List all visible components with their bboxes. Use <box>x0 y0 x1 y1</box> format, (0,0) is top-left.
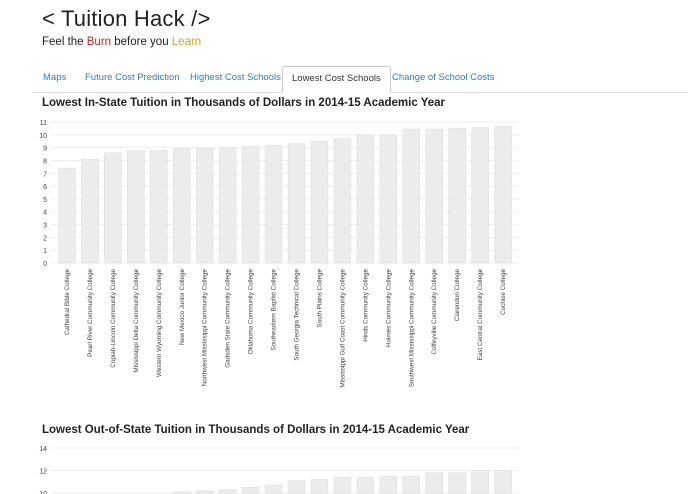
bar[interactable] <box>425 128 443 264</box>
y-tick-label: 6 <box>43 184 47 191</box>
y-tick-label: 9 <box>43 146 47 153</box>
y-tick-label: 8 <box>43 158 47 165</box>
x-tick-label: Cochise College <box>500 269 507 315</box>
x-tick-label: Southwest Mississippi Community College <box>408 269 415 388</box>
x-tick-label: Copiah-Lincoln Community College <box>110 269 117 368</box>
tab-lowest-cost-schools[interactable]: Lowest Cost Schools <box>282 66 391 93</box>
y-tick-label: 3 <box>43 223 47 230</box>
x-tick-label: Southeastern Baptist College <box>271 269 278 351</box>
y-tick-label: 1 <box>43 248 47 255</box>
x-tick-label: Northwest Mississippi Community College <box>202 269 209 387</box>
y-tick-label: 14 <box>39 446 47 453</box>
y-tick-label: 2 <box>43 235 47 242</box>
bar[interactable] <box>379 475 398 494</box>
x-tick-label: Hinds Community College <box>362 269 369 342</box>
x-tick-label: South Plains College <box>316 269 323 328</box>
bar[interactable] <box>195 148 214 264</box>
tagline-middle: before you <box>111 36 172 48</box>
bar[interactable] <box>471 470 489 494</box>
bar[interactable] <box>471 127 489 264</box>
bar[interactable] <box>104 152 122 264</box>
y-tick-label: 10 <box>39 133 47 140</box>
bar[interactable] <box>494 470 512 494</box>
tagline-prefix: Feel the <box>42 36 87 48</box>
x-tick-label: New Mexico Junior College <box>179 269 186 346</box>
x-tick-label: Holmes Community College <box>385 269 392 348</box>
tab-future-cost-prediction[interactable]: Future Cost Prediction <box>85 72 180 83</box>
bar[interactable] <box>218 489 237 494</box>
bar[interactable] <box>310 140 329 264</box>
bar[interactable] <box>310 479 329 494</box>
y-tick-label: 12 <box>39 468 47 475</box>
tab-highest-cost-schools[interactable]: Highest Cost Schools <box>190 72 281 83</box>
x-tick-label: Coffeyville Community College <box>431 269 438 355</box>
y-tick-label: 5 <box>43 197 47 204</box>
bar[interactable] <box>173 148 191 264</box>
tab-maps[interactable]: Maps <box>43 72 67 83</box>
chart1-title: Lowest In-State Tuition in Thousands of … <box>42 97 446 109</box>
bar[interactable] <box>494 126 512 264</box>
tagline-burn: Burn <box>86 36 112 48</box>
x-tick-label: Mississippi Gulf Coast Community College <box>339 269 346 388</box>
x-tick-label: Mississippi Delta Community College <box>133 269 140 373</box>
bar[interactable] <box>448 128 466 264</box>
app-title: < Tuition Hack /> <box>42 6 211 31</box>
x-tick-label: Cathedral Bible College <box>64 269 71 336</box>
bar[interactable] <box>287 480 306 494</box>
y-tick-label: 11 <box>40 120 47 127</box>
x-tick-label: Pearl River Community College <box>87 269 94 357</box>
x-tick-label: Western Wyoming Community College <box>156 269 163 377</box>
bar[interactable] <box>58 167 76 264</box>
bar[interactable] <box>356 134 375 264</box>
bar[interactable] <box>241 146 260 264</box>
bar[interactable] <box>195 490 214 494</box>
x-tick-label: Clarendon College <box>454 269 461 322</box>
bar[interactable] <box>333 138 352 264</box>
bar[interactable] <box>356 476 375 494</box>
chart2-title: Lowest Out-of-State Tuition in Thousands… <box>42 424 470 436</box>
x-tick-label: East Central Community College <box>477 269 484 361</box>
bar[interactable] <box>127 149 145 264</box>
bar[interactable] <box>402 475 420 494</box>
x-tick-label: Gadsden State Community College <box>225 269 232 368</box>
bar[interactable] <box>264 144 283 264</box>
tagline-learn: Learn <box>171 36 202 48</box>
bar[interactable] <box>402 128 420 264</box>
bar[interactable] <box>81 158 99 264</box>
bar[interactable] <box>241 487 260 494</box>
y-tick-label: 0 <box>43 261 47 268</box>
bar[interactable] <box>333 476 352 494</box>
y-tick-label: 7 <box>43 171 47 178</box>
bar[interactable] <box>448 472 466 494</box>
y-tick-label: 10 <box>39 491 47 494</box>
bar[interactable] <box>287 143 306 264</box>
bar[interactable] <box>150 149 168 264</box>
y-tick-label: 4 <box>43 210 47 217</box>
bar[interactable] <box>264 484 283 494</box>
tagline: Feel the Burn before you Learn <box>42 36 201 48</box>
bar[interactable] <box>379 134 398 264</box>
bar[interactable] <box>218 147 237 264</box>
bar[interactable] <box>173 491 191 494</box>
bar[interactable] <box>425 472 443 494</box>
in-state-tuition-chart: 0 1 2 3 4 5 6 7 8 9 10 11 Cathedral Bible College Pea… <box>39 120 519 388</box>
x-tick-label: South Georgia Technical College <box>294 269 301 361</box>
tab-change-of-school-costs[interactable]: Change of School Costs <box>392 72 495 83</box>
tab-bar: Maps Future Cost Prediction Highest Cost… <box>32 66 688 93</box>
x-tick-label: Oklahoma Community College <box>248 269 255 355</box>
